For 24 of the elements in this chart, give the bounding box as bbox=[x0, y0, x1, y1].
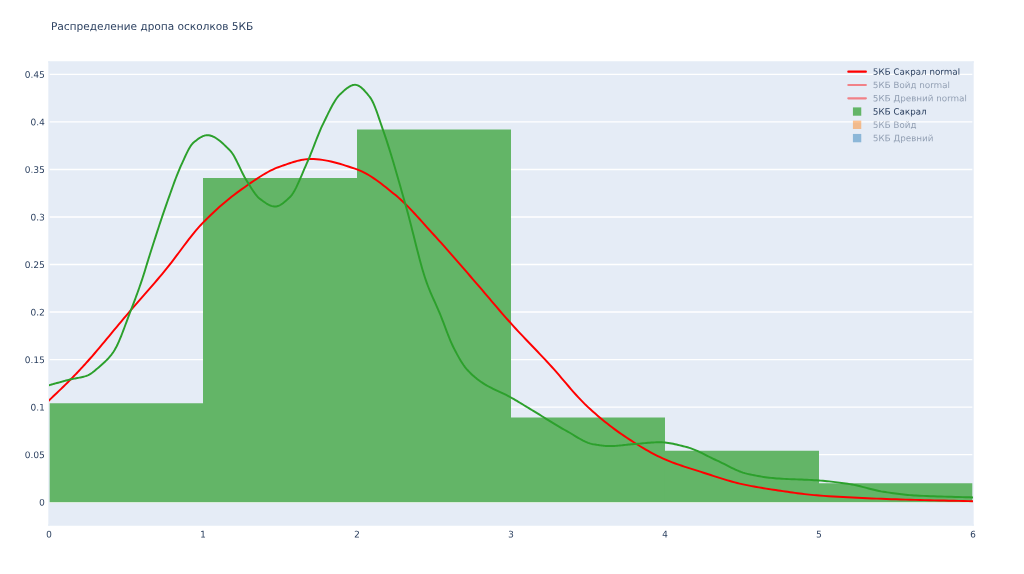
y-tick-label: 0 bbox=[39, 498, 45, 506]
x-tick-label: 1 bbox=[201, 530, 206, 538]
y-tick-label: 0.3 bbox=[31, 213, 45, 221]
x-tick-label: 6 bbox=[970, 530, 976, 538]
legend-label: 5КБ Древний bbox=[873, 134, 933, 143]
y-tick-label: 0.25 bbox=[25, 261, 45, 269]
x-tick-label: 3 bbox=[508, 530, 514, 538]
x-tick-label: 0 bbox=[46, 530, 52, 538]
y-tick-label: 0.1 bbox=[31, 403, 44, 411]
y-tick-label: 0.15 bbox=[25, 356, 45, 364]
x-tick-label: 5 bbox=[816, 530, 822, 538]
y-tick-label: 0.05 bbox=[25, 451, 45, 459]
y-tick-label: 0.35 bbox=[25, 166, 45, 173]
legend-label: 5КБ Древний normal bbox=[873, 94, 967, 104]
legend-label: 5КБ Сакрал bbox=[873, 108, 926, 117]
x-tick-label: 2 bbox=[354, 530, 359, 538]
legend-label: 5КБ Войд normal bbox=[873, 81, 950, 90]
legend-label: 5КБ Войд bbox=[873, 121, 917, 130]
y-tick-label: 0.2 bbox=[31, 308, 44, 316]
y-tick-label: 0.45 bbox=[25, 71, 45, 78]
y-tick-label: 0.4 bbox=[31, 118, 45, 126]
x-tick-label: 4 bbox=[662, 530, 668, 538]
chart-title: Распределение дропа осколков 5КБ bbox=[52, 22, 253, 33]
legend-label: 5КБ Сакрал normal bbox=[873, 68, 960, 77]
